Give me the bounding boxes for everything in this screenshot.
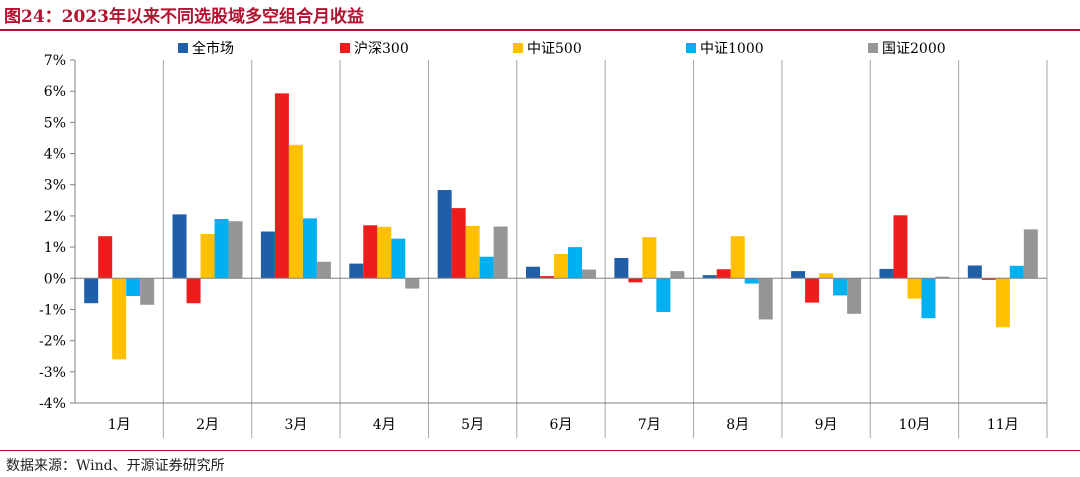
legend-swatch-2 — [340, 43, 350, 53]
legend-swatch-5 — [868, 43, 878, 53]
bar-11-series-1 — [967, 265, 982, 279]
bar-11-series-4 — [1009, 265, 1024, 279]
bar-11-series-3 — [995, 278, 1010, 328]
bar-3-series-2 — [274, 93, 289, 279]
bar-8-series-2 — [716, 269, 731, 279]
x-tick-label: 3月 — [284, 417, 307, 433]
bar-9-series-4 — [833, 278, 848, 296]
bar-5-series-2 — [451, 208, 466, 279]
bar-10-series-3 — [907, 278, 922, 299]
y-tick-label: 1% — [44, 240, 66, 256]
y-tick-label: -2% — [39, 334, 66, 350]
bottom-rule — [0, 450, 1080, 451]
bar-2-series-2 — [186, 278, 201, 304]
x-tick-label: 11月 — [987, 417, 1019, 433]
bar-4-series-2 — [363, 225, 378, 279]
legend-label-4: 中证1000 — [700, 41, 764, 57]
y-tick-label: 6% — [44, 84, 66, 100]
bar-5-series-3 — [465, 225, 480, 279]
bar-4-series-4 — [391, 238, 406, 279]
bar-2-series-5 — [228, 221, 243, 279]
bar-3-series-5 — [316, 261, 331, 279]
bar-6-series-5 — [582, 269, 596, 279]
bar-6-series-1 — [526, 266, 540, 279]
x-tick-label: 9月 — [815, 417, 838, 433]
bar-2-series-3 — [200, 233, 215, 279]
bar-10-series-2 — [893, 215, 908, 279]
legend-swatch-3 — [513, 43, 523, 53]
bar-11-series-2 — [981, 278, 996, 280]
bar-7-series-5 — [670, 271, 685, 279]
bar-7-series-3 — [642, 237, 657, 279]
bar-1-series-1 — [84, 278, 99, 304]
bar-1-series-3 — [112, 278, 127, 360]
bar-7-series-1 — [614, 258, 629, 279]
y-tick-label: -1% — [39, 302, 66, 318]
bar-2-series-4 — [214, 219, 229, 279]
bar-4-series-1 — [349, 263, 364, 279]
axis-layer: 1月 2月 3月 4月 5月 6月 7月 8月 9月 10月 11月 -4% -3% -2% -1% 0% 1%… — [39, 53, 1047, 433]
y-tick-label: 3% — [44, 178, 66, 194]
bar-5-series-5 — [493, 226, 508, 279]
source-note: 数据来源：Wind、开源证券研究所 — [6, 458, 225, 474]
legend: 全市场 沪深300 中证500 中证1000 国证2000 — [178, 40, 946, 57]
title-rule — [0, 29, 1080, 31]
bar-9-series-2 — [805, 278, 820, 303]
legend-label-2: 沪深300 — [354, 41, 409, 57]
figure-title: 图24：2023年以来不同选股域多空组合月收益 — [4, 7, 364, 27]
y-tick-label: 5% — [44, 115, 66, 131]
bar-5-series-4 — [479, 256, 494, 279]
bar-9-series-3 — [819, 273, 834, 279]
bar-6-series-4 — [568, 247, 582, 279]
legend-swatch-4 — [686, 43, 696, 53]
bar-3-series-3 — [288, 144, 303, 279]
bar-8-series-4 — [744, 278, 759, 284]
x-tick-label: 4月 — [373, 417, 396, 433]
legend-label-3: 中证500 — [527, 41, 582, 57]
bar-3-series-4 — [302, 218, 317, 279]
bar-1-series-4 — [126, 278, 141, 297]
bar-9-series-1 — [791, 271, 806, 279]
bar-10-series-5 — [935, 276, 950, 279]
legend-swatch-1 — [178, 43, 188, 53]
x-tick-label: 10月 — [899, 417, 931, 433]
bar-3-series-1 — [260, 231, 275, 279]
bar-9-series-5 — [847, 278, 862, 314]
bar-1-series-2 — [98, 236, 113, 279]
bar-8-series-3 — [730, 236, 745, 279]
bar-8-series-5 — [758, 278, 773, 320]
bar-10-series-4 — [921, 278, 936, 319]
y-tick-label: 0% — [44, 271, 66, 287]
bar-6-series-2 — [540, 276, 554, 279]
bar-11-series-5 — [1023, 229, 1038, 279]
x-tick-label: 7月 — [638, 417, 661, 433]
bar-10-series-1 — [879, 268, 894, 279]
x-tick-label: 6月 — [550, 417, 573, 433]
y-tick-label: 2% — [44, 209, 66, 225]
x-tick-label: 5月 — [461, 417, 484, 433]
bars-layer — [84, 93, 1038, 360]
y-tick-label: 4% — [44, 147, 66, 163]
y-tick-label: -4% — [39, 396, 66, 412]
bar-4-series-5 — [405, 278, 420, 289]
bar-4-series-3 — [377, 226, 392, 279]
x-tick-label: 1月 — [108, 417, 131, 433]
bar-5-series-1 — [437, 190, 452, 279]
x-tick-label: 8月 — [726, 417, 749, 433]
y-tick-label: -3% — [39, 365, 66, 381]
bar-7-series-4 — [656, 278, 671, 312]
y-tick-label: 7% — [44, 53, 66, 69]
bar-8-series-1 — [702, 275, 717, 279]
bar-6-series-3 — [554, 253, 568, 279]
bar-2-series-1 — [172, 214, 187, 279]
bar-1-series-5 — [140, 278, 155, 305]
x-tick-label: 2月 — [196, 417, 219, 433]
legend-label-5: 国证2000 — [882, 41, 946, 57]
grid-layer — [162, 60, 1048, 438]
bar-7-series-2 — [628, 278, 643, 283]
legend-label-1: 全市场 — [192, 40, 234, 57]
